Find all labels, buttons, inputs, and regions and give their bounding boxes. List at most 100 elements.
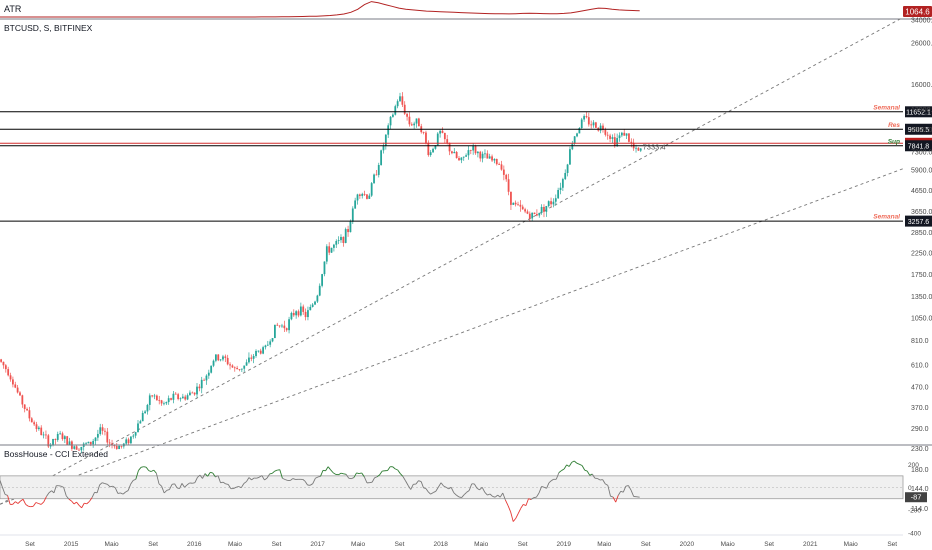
cci-segment [551, 478, 554, 482]
time-tick: Set [518, 541, 528, 548]
cci-segment [581, 465, 586, 471]
atr-pane[interactable]: ATR 1064.6 [0, 1, 932, 18]
candle-body [422, 132, 425, 133]
trendlines[interactable] [0, 17, 904, 505]
candle-body [219, 359, 222, 361]
cci-pane[interactable]: BossHouse - CCI Extended -87 [0, 449, 927, 522]
time-tick: 2020 [680, 541, 695, 548]
cci-segment [333, 472, 337, 475]
time-tick: 2017 [310, 541, 325, 548]
candle-body [302, 306, 305, 312]
cci-segment [415, 480, 419, 485]
cci-segment [615, 495, 619, 503]
candle-body [325, 246, 328, 262]
candle-body [361, 193, 364, 196]
cci-segment [610, 495, 614, 498]
cci-segment [102, 482, 105, 484]
candle-body [89, 441, 92, 445]
candle-body [474, 145, 477, 154]
cci-segment [12, 501, 16, 505]
cci-segment [163, 489, 168, 494]
candle-body [531, 212, 534, 219]
candle-body [184, 396, 187, 400]
price-tick: 290.0 [911, 426, 929, 433]
candle-body [507, 179, 510, 192]
time-axis[interactable]: Set 2015 Maio Set 2016 Maio Set 2017 Maio Set 2018… [25, 541, 897, 548]
cci-segment [387, 466, 391, 471]
candle-body [427, 142, 430, 156]
cci-segment [325, 466, 329, 472]
price-pane[interactable]: BTCUSD, S, BITFINEX Semanal 11652.1 Res 950… [0, 17, 932, 505]
cci-segment [174, 483, 178, 489]
cci-segment [589, 473, 593, 476]
cci-segment [94, 491, 98, 494]
cci-segment [233, 486, 237, 489]
cci-segment [340, 472, 344, 475]
cci-segment [399, 473, 404, 477]
cci-segment [561, 468, 565, 471]
level-badge-label: 3257.6 [908, 219, 930, 226]
time-tick: Maio [105, 541, 119, 548]
trendline[interactable] [0, 17, 904, 505]
horizontal-levels[interactable]: Semanal11652.1Res9505.58070.0Sup7841.8Se… [0, 104, 932, 227]
candle-body [151, 395, 154, 397]
price-axis[interactable]: 34000.0 26000.0 16000.0 12000.0 9500.0 7300.0… [911, 17, 932, 513]
cci-segment [133, 478, 136, 481]
cci-axis[interactable]: 200 0 -200 -400 [908, 462, 921, 538]
candle-body [599, 125, 602, 131]
cci-segment [304, 481, 308, 486]
candle-body [356, 194, 359, 201]
candle-body [290, 312, 293, 320]
cci-segment [546, 482, 550, 489]
candle-body [101, 427, 104, 431]
candle-body [493, 158, 496, 161]
candle-body [410, 124, 413, 126]
candle-body [85, 443, 87, 445]
candle-body [340, 236, 342, 241]
candle-body [35, 424, 38, 430]
candle-body [316, 295, 319, 302]
candle-body [510, 191, 512, 205]
price-tick: 1050.0 [911, 316, 932, 323]
atr-value-label: 1064.6 [905, 8, 930, 17]
candle-body [118, 445, 121, 450]
cci-segment [633, 495, 640, 498]
candle-body [389, 116, 392, 126]
price-tick: 9500.0 [911, 127, 932, 134]
candle-body [245, 362, 248, 366]
cci-segment [177, 487, 180, 489]
trendline[interactable] [0, 168, 904, 505]
candle-body [257, 350, 260, 352]
cci-segment [248, 477, 252, 481]
cci-segment [525, 498, 529, 506]
cci-segment [140, 466, 144, 468]
cci-segment [279, 469, 283, 479]
cci-segment [484, 492, 488, 496]
candle-body [311, 304, 314, 307]
candle-body [163, 403, 165, 405]
candle-body [68, 441, 71, 445]
candle-body [307, 310, 309, 318]
candle-body [158, 400, 161, 402]
candle-body [236, 367, 239, 370]
level-badge [905, 106, 932, 118]
cci-segment [410, 484, 414, 490]
price-tick: 4650.0 [911, 188, 932, 195]
cci-segment [317, 475, 321, 478]
cci-segment [536, 492, 540, 498]
cci-segment [222, 481, 226, 485]
cci-segment [438, 482, 442, 488]
candle-body [363, 193, 366, 195]
cci-segment [302, 479, 306, 482]
candle-body [380, 150, 383, 165]
price-tick: 34000.0 [911, 17, 932, 24]
candle-body [543, 206, 545, 212]
candle-body [446, 139, 449, 143]
candle-body [146, 404, 149, 412]
candle-body [252, 356, 255, 359]
cci-segment [120, 492, 124, 495]
candle-body [33, 422, 36, 425]
cci-segment [179, 483, 183, 489]
candle-body [484, 153, 486, 155]
